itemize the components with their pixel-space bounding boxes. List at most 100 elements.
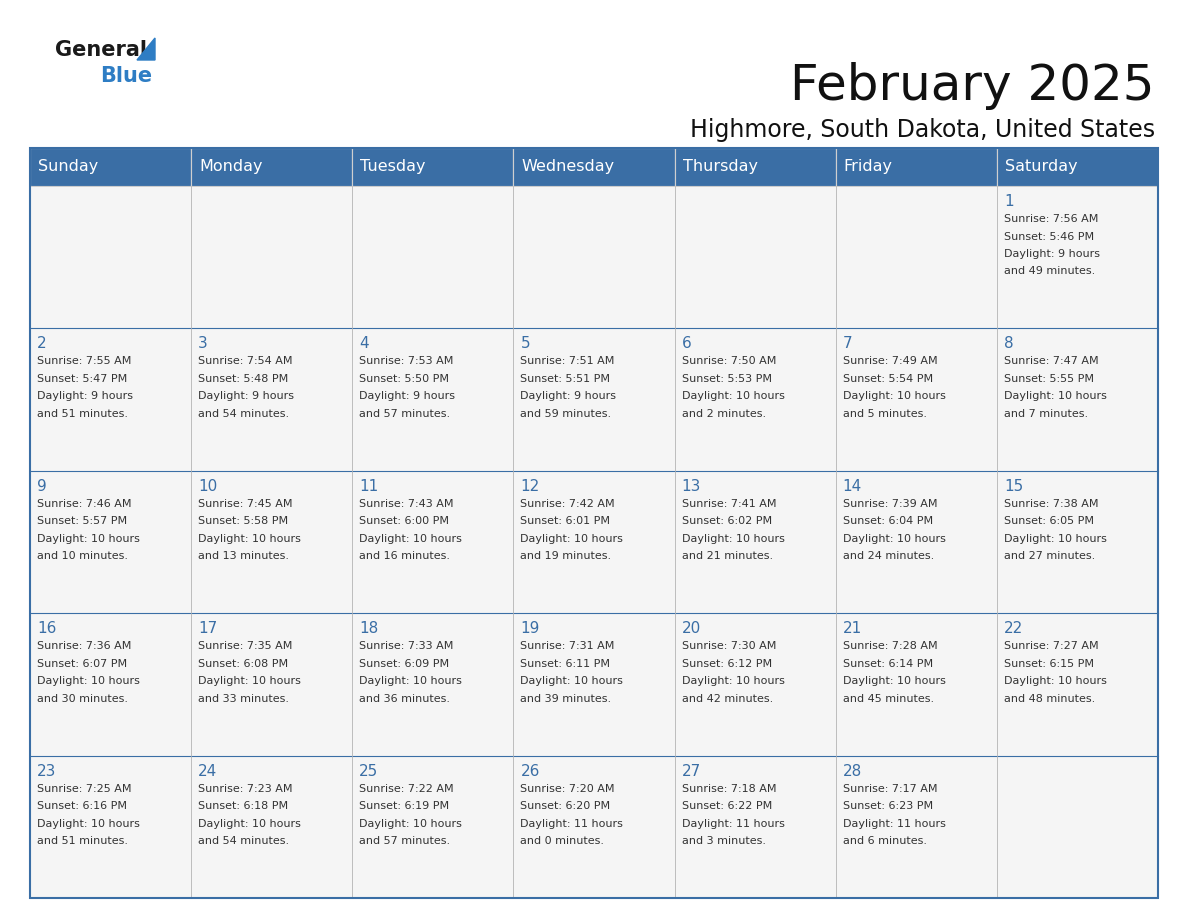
Text: Sunrise: 7:46 AM: Sunrise: 7:46 AM: [37, 498, 132, 509]
Text: Sunday: Sunday: [38, 160, 99, 174]
Bar: [513, 756, 675, 898]
Text: and 10 minutes.: and 10 minutes.: [37, 552, 128, 561]
Bar: [513, 613, 675, 756]
Bar: [835, 471, 997, 613]
Text: 1: 1: [1004, 194, 1013, 209]
Bar: [513, 186, 675, 329]
Text: Friday: Friday: [843, 160, 892, 174]
Text: Sunset: 6:11 PM: Sunset: 6:11 PM: [520, 659, 611, 668]
Text: and 21 minutes.: and 21 minutes.: [682, 552, 772, 561]
Bar: [30, 471, 191, 613]
Text: Daylight: 9 hours: Daylight: 9 hours: [1004, 249, 1100, 259]
Text: 13: 13: [682, 479, 701, 494]
Text: Daylight: 10 hours: Daylight: 10 hours: [1004, 533, 1107, 543]
Bar: [835, 756, 997, 898]
Bar: [30, 756, 191, 898]
Bar: [675, 613, 835, 756]
Text: Monday: Monday: [200, 160, 263, 174]
Bar: [835, 613, 997, 756]
Text: Thursday: Thursday: [683, 160, 758, 174]
Text: 10: 10: [198, 479, 217, 494]
Text: Daylight: 10 hours: Daylight: 10 hours: [359, 533, 462, 543]
Text: Sunset: 6:02 PM: Sunset: 6:02 PM: [682, 516, 772, 526]
Bar: [513, 471, 675, 613]
Text: Daylight: 10 hours: Daylight: 10 hours: [520, 533, 624, 543]
Text: Daylight: 10 hours: Daylight: 10 hours: [520, 677, 624, 686]
Bar: [191, 148, 353, 186]
Text: and 16 minutes.: and 16 minutes.: [359, 552, 450, 561]
Text: 20: 20: [682, 621, 701, 636]
Text: Sunrise: 7:43 AM: Sunrise: 7:43 AM: [359, 498, 454, 509]
Text: Sunrise: 7:47 AM: Sunrise: 7:47 AM: [1004, 356, 1099, 366]
Text: Sunset: 5:50 PM: Sunset: 5:50 PM: [359, 374, 449, 384]
Text: Daylight: 10 hours: Daylight: 10 hours: [359, 677, 462, 686]
Text: and 49 minutes.: and 49 minutes.: [1004, 266, 1095, 276]
Text: and 39 minutes.: and 39 minutes.: [520, 694, 612, 704]
Text: Sunset: 6:14 PM: Sunset: 6:14 PM: [842, 659, 933, 668]
Text: February 2025: February 2025: [790, 62, 1155, 110]
Text: Sunset: 6:23 PM: Sunset: 6:23 PM: [842, 801, 933, 812]
Bar: [675, 329, 835, 471]
Text: Sunrise: 7:22 AM: Sunrise: 7:22 AM: [359, 784, 454, 793]
Bar: [191, 186, 353, 329]
Bar: [835, 329, 997, 471]
Text: 11: 11: [359, 479, 379, 494]
Text: 16: 16: [37, 621, 56, 636]
Bar: [353, 186, 513, 329]
Text: 21: 21: [842, 621, 862, 636]
Text: Sunset: 6:04 PM: Sunset: 6:04 PM: [842, 516, 933, 526]
Text: and 2 minutes.: and 2 minutes.: [682, 409, 766, 419]
Text: Sunrise: 7:30 AM: Sunrise: 7:30 AM: [682, 641, 776, 651]
Text: and 33 minutes.: and 33 minutes.: [198, 694, 289, 704]
Bar: [191, 613, 353, 756]
Text: Daylight: 10 hours: Daylight: 10 hours: [842, 677, 946, 686]
Text: General: General: [55, 40, 147, 60]
Bar: [30, 186, 191, 329]
Text: Sunrise: 7:53 AM: Sunrise: 7:53 AM: [359, 356, 454, 366]
Text: Sunrise: 7:18 AM: Sunrise: 7:18 AM: [682, 784, 776, 793]
Text: Sunset: 5:46 PM: Sunset: 5:46 PM: [1004, 231, 1094, 241]
Text: 18: 18: [359, 621, 379, 636]
Text: 2: 2: [37, 336, 46, 352]
Text: and 3 minutes.: and 3 minutes.: [682, 836, 765, 846]
Text: 3: 3: [198, 336, 208, 352]
Text: Daylight: 10 hours: Daylight: 10 hours: [842, 533, 946, 543]
Bar: [835, 148, 997, 186]
Text: Sunset: 5:47 PM: Sunset: 5:47 PM: [37, 374, 127, 384]
Text: Daylight: 10 hours: Daylight: 10 hours: [198, 677, 301, 686]
Bar: [353, 756, 513, 898]
Text: 26: 26: [520, 764, 539, 778]
Text: Tuesday: Tuesday: [360, 160, 425, 174]
Bar: [30, 148, 191, 186]
Text: Sunrise: 7:38 AM: Sunrise: 7:38 AM: [1004, 498, 1099, 509]
Text: Daylight: 10 hours: Daylight: 10 hours: [682, 677, 784, 686]
Text: 7: 7: [842, 336, 852, 352]
Bar: [353, 613, 513, 756]
Text: and 7 minutes.: and 7 minutes.: [1004, 409, 1088, 419]
Text: 9: 9: [37, 479, 46, 494]
Text: Sunset: 6:22 PM: Sunset: 6:22 PM: [682, 801, 772, 812]
Text: Sunrise: 7:45 AM: Sunrise: 7:45 AM: [198, 498, 292, 509]
Text: Sunrise: 7:42 AM: Sunrise: 7:42 AM: [520, 498, 615, 509]
Text: Daylight: 11 hours: Daylight: 11 hours: [842, 819, 946, 829]
Text: Sunset: 5:57 PM: Sunset: 5:57 PM: [37, 516, 127, 526]
Bar: [997, 148, 1158, 186]
Text: and 36 minutes.: and 36 minutes.: [359, 694, 450, 704]
Text: 5: 5: [520, 336, 530, 352]
Text: Sunset: 5:58 PM: Sunset: 5:58 PM: [198, 516, 289, 526]
Text: Daylight: 10 hours: Daylight: 10 hours: [682, 391, 784, 401]
Text: 17: 17: [198, 621, 217, 636]
Text: and 45 minutes.: and 45 minutes.: [842, 694, 934, 704]
Text: Highmore, South Dakota, United States: Highmore, South Dakota, United States: [690, 118, 1155, 142]
Text: Sunrise: 7:49 AM: Sunrise: 7:49 AM: [842, 356, 937, 366]
Text: Sunset: 5:53 PM: Sunset: 5:53 PM: [682, 374, 771, 384]
Bar: [675, 186, 835, 329]
Text: Daylight: 11 hours: Daylight: 11 hours: [520, 819, 624, 829]
Text: 28: 28: [842, 764, 862, 778]
Text: Daylight: 9 hours: Daylight: 9 hours: [198, 391, 295, 401]
Text: and 48 minutes.: and 48 minutes.: [1004, 694, 1095, 704]
Bar: [513, 148, 675, 186]
Text: Sunset: 6:09 PM: Sunset: 6:09 PM: [359, 659, 449, 668]
Bar: [675, 471, 835, 613]
Bar: [191, 471, 353, 613]
